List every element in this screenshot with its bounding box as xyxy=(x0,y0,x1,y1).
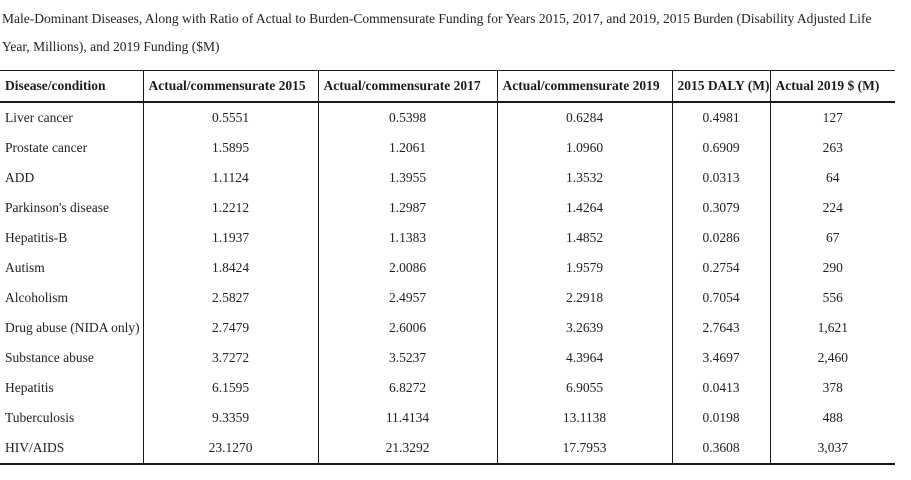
actual-2019-cell: 488 xyxy=(822,410,843,425)
actual-2019-cell: 378 xyxy=(822,380,843,395)
table-row: Parkinson's disease 1.2212 1.2987 1.4264… xyxy=(0,193,895,223)
ratio-2017-cell: 3.5237 xyxy=(318,343,498,373)
ratio-2017-cell: 1.1383 xyxy=(318,223,498,253)
disease-cell: ADD xyxy=(0,163,144,193)
daly-2015-cell: 2.7643 xyxy=(672,313,771,343)
column-header-daly-2015: 2015 DALY (M) xyxy=(672,70,771,102)
daly-2015-cell: 0.3079 xyxy=(672,193,771,223)
table-row: Prostate cancer 1.5895 1.2061 1.0960 0.6… xyxy=(0,133,895,163)
disease-cell: HIV/AIDS xyxy=(0,433,144,464)
daly-2015-cell: 0.0313 xyxy=(672,163,771,193)
header-row: Disease/condition Actual/commensurate 20… xyxy=(0,70,895,102)
ratio-2017-cell: 2.0086 xyxy=(318,253,498,283)
disease-cell: Tuberculosis xyxy=(0,403,144,433)
table-row: ADD 1.1124 1.3955 1.3532 0.0313 64 xyxy=(0,163,895,193)
disease-cell: Prostate cancer xyxy=(0,133,144,163)
table-row: Tuberculosis 9.3359 11.4134 13.1138 0.01… xyxy=(0,403,895,433)
ratio-2015-cell: 1.5895 xyxy=(143,133,319,163)
actual-2019-cell: 3,037 xyxy=(817,440,848,455)
actual-2019-cell: 67 xyxy=(826,230,840,245)
disease-cell: Drug abuse (NIDA only) xyxy=(0,313,144,343)
daly-2015-cell: 0.0413 xyxy=(672,373,771,403)
table-caption: Male-Dominant Diseases, Along with Ratio… xyxy=(2,11,872,54)
actual-2019-cell: 224 xyxy=(822,200,843,215)
table-row: Liver cancer 0.5551 0.5398 0.6284 0.4981… xyxy=(0,102,895,133)
funding-table: Disease/condition Actual/commensurate 20… xyxy=(0,70,895,465)
table-header: Disease/condition Actual/commensurate 20… xyxy=(0,70,895,102)
ratio-2019-cell: 1.3532 xyxy=(497,163,673,193)
disease-cell: Parkinson's disease xyxy=(0,193,144,223)
ratio-2015-cell: 0.5551 xyxy=(143,102,319,133)
ratio-2015-cell: 1.8424 xyxy=(143,253,319,283)
ratio-2017-cell: 6.8272 xyxy=(318,373,498,403)
daly-2015-cell: 3.4697 xyxy=(672,343,771,373)
actual-2019-cell: 290 xyxy=(822,260,843,275)
actual-2019-cell: 556 xyxy=(822,290,843,305)
disease-cell: Substance abuse xyxy=(0,343,144,373)
column-header-actual-2019: Actual 2019 $ (M) xyxy=(775,78,880,93)
ratio-2017-cell: 21.3292 xyxy=(318,433,498,464)
column-header-ratio-2017: Actual/commensurate 2017 xyxy=(318,70,498,102)
ratio-2019-cell: 13.1138 xyxy=(497,403,673,433)
ratio-2019-cell: 1.0960 xyxy=(497,133,673,163)
daly-2015-cell: 0.4981 xyxy=(672,102,771,133)
ratio-2015-cell: 2.7479 xyxy=(143,313,319,343)
daly-2015-cell: 0.6909 xyxy=(672,133,771,163)
ratio-2017-cell: 1.2987 xyxy=(318,193,498,223)
ratio-2015-cell: 2.5827 xyxy=(143,283,319,313)
ratio-2019-cell: 2.2918 xyxy=(497,283,673,313)
actual-2019-cell: 2,460 xyxy=(817,350,848,365)
table-row: HIV/AIDS 23.1270 21.3292 17.7953 0.3608 … xyxy=(0,433,895,464)
disease-cell: Alcoholism xyxy=(0,283,144,313)
ratio-2019-cell: 4.3964 xyxy=(497,343,673,373)
ratio-2015-cell: 6.1595 xyxy=(143,373,319,403)
ratio-2019-cell: 1.4264 xyxy=(497,193,673,223)
table-row: Hepatitis-B 1.1937 1.1383 1.4852 0.0286 … xyxy=(0,223,895,253)
ratio-2019-cell: 3.2639 xyxy=(497,313,673,343)
ratio-2019-cell: 6.9055 xyxy=(497,373,673,403)
daly-2015-cell: 0.7054 xyxy=(672,283,771,313)
ratio-2015-cell: 1.2212 xyxy=(143,193,319,223)
table-row: Drug abuse (NIDA only) 2.7479 2.6006 3.2… xyxy=(0,313,895,343)
disease-cell: Liver cancer xyxy=(0,102,144,133)
ratio-2017-cell: 2.6006 xyxy=(318,313,498,343)
daly-2015-cell: 0.2754 xyxy=(672,253,771,283)
disease-cell: Hepatitis xyxy=(0,373,144,403)
column-header-ratio-2019: Actual/commensurate 2019 xyxy=(497,70,673,102)
ratio-2017-cell: 1.2061 xyxy=(318,133,498,163)
ratio-2019-cell: 0.6284 xyxy=(497,102,673,133)
ratio-2019-cell: 17.7953 xyxy=(497,433,673,464)
table-row: Alcoholism 2.5827 2.4957 2.2918 0.7054 5… xyxy=(0,283,895,313)
ratio-2017-cell: 2.4957 xyxy=(318,283,498,313)
ratio-2017-cell: 11.4134 xyxy=(318,403,498,433)
ratio-2015-cell: 1.1937 xyxy=(143,223,319,253)
ratio-2017-cell: 0.5398 xyxy=(318,102,498,133)
actual-2019-cell: 64 xyxy=(826,170,840,185)
table-body: Liver cancer 0.5551 0.5398 0.6284 0.4981… xyxy=(0,102,895,464)
daly-2015-cell: 0.3608 xyxy=(672,433,771,464)
ratio-2015-cell: 3.7272 xyxy=(143,343,319,373)
table-row: Substance abuse 3.7272 3.5237 4.3964 3.4… xyxy=(0,343,895,373)
ratio-2015-cell: 1.1124 xyxy=(143,163,319,193)
actual-2019-cell: 127 xyxy=(822,110,843,125)
actual-2019-cell: 263 xyxy=(822,140,843,155)
column-header-ratio-2015: Actual/commensurate 2015 xyxy=(143,70,319,102)
ratio-2019-cell: 1.9579 xyxy=(497,253,673,283)
disease-cell: Autism xyxy=(0,253,144,283)
column-header-disease: Disease/condition xyxy=(0,70,144,102)
actual-2019-cell: 1,621 xyxy=(817,320,848,335)
daly-2015-cell: 0.0198 xyxy=(672,403,771,433)
ratio-2017-cell: 1.3955 xyxy=(318,163,498,193)
table-row: Autism 1.8424 2.0086 1.9579 0.2754 290 xyxy=(0,253,895,283)
ratio-2019-cell: 1.4852 xyxy=(497,223,673,253)
table-row: Hepatitis 6.1595 6.8272 6.9055 0.0413 37… xyxy=(0,373,895,403)
disease-cell: Hepatitis-B xyxy=(0,223,144,253)
ratio-2015-cell: 9.3359 xyxy=(143,403,319,433)
ratio-2015-cell: 23.1270 xyxy=(143,433,319,464)
daly-2015-cell: 0.0286 xyxy=(672,223,771,253)
